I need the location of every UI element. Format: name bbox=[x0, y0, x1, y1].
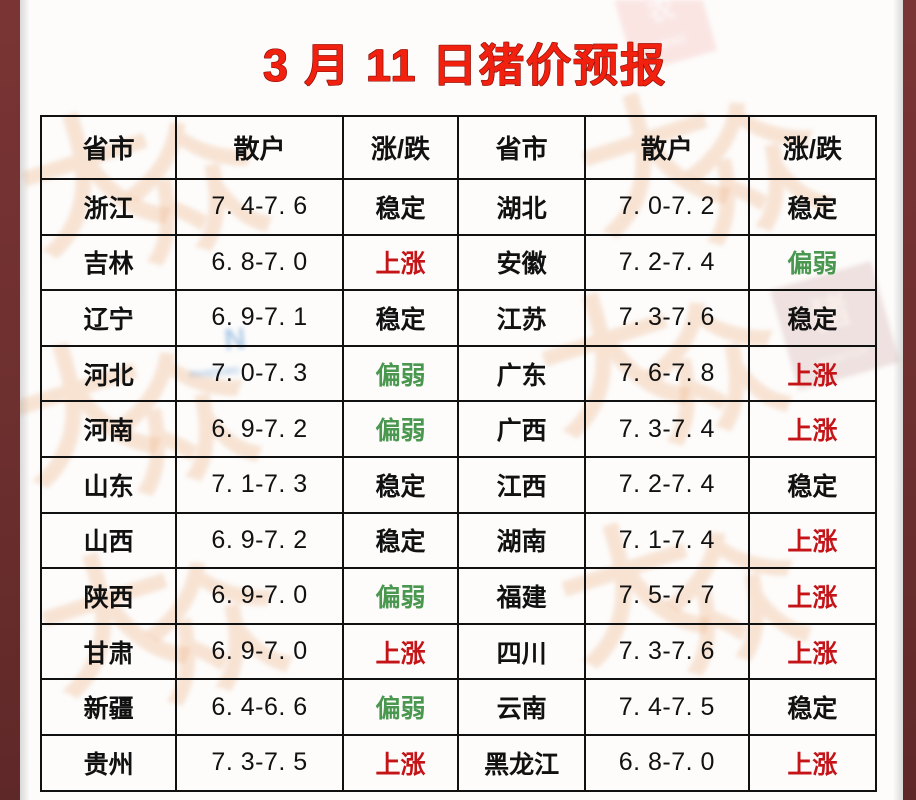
svg-text:农: 农 bbox=[643, 0, 677, 29]
